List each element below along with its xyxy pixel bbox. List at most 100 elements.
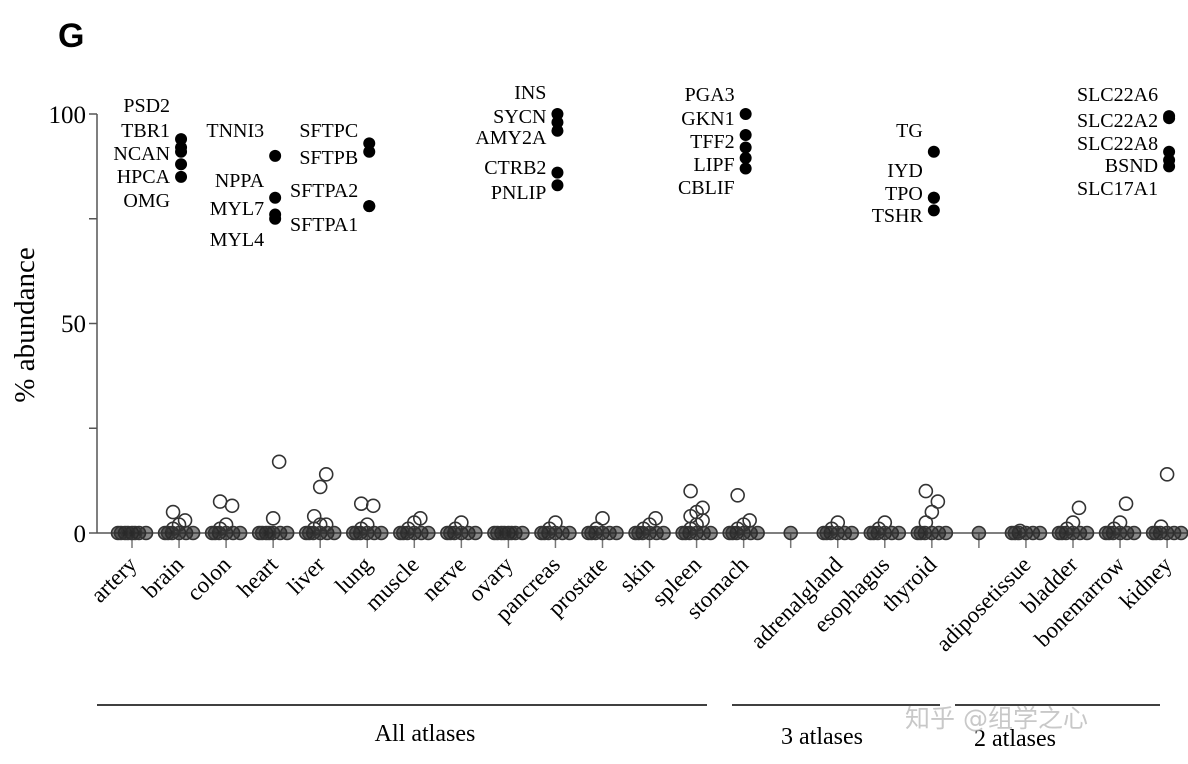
marker-point-brain [175, 158, 188, 171]
group-label: All atlases [375, 721, 476, 747]
marker-point-stomach [739, 108, 752, 120]
open-point [783, 525, 799, 541]
marker-point-brain [175, 170, 188, 183]
x-tick-label-kidney: kidney [1115, 552, 1177, 614]
gene-label: CTRB2 [484, 157, 546, 179]
marker-point-kidney [1163, 145, 1176, 158]
marker-point-pancreas [551, 108, 564, 120]
gene-label: TG [896, 120, 923, 142]
marker-point-stomach [739, 162, 752, 175]
open-point [1071, 500, 1087, 516]
open-point [1118, 496, 1134, 511]
open-point [648, 511, 663, 526]
x-tick-label-colon: colon [182, 552, 236, 606]
open-point [312, 479, 328, 495]
gene-label: SFTPA2 [290, 180, 358, 202]
open-point [318, 467, 334, 482]
open-point [326, 525, 342, 541]
gene-label: SLC17A1 [1077, 178, 1158, 200]
open-point [830, 515, 846, 530]
marker-point-kidney [1163, 160, 1176, 173]
gene-label: MYL4 [210, 229, 264, 251]
gene-label: SFTPC [299, 120, 358, 142]
marker-point-pancreas [551, 179, 564, 192]
gene-label: PNLIP [491, 182, 547, 204]
marker-point-thyroid [927, 191, 940, 204]
gene-label: HPCA [117, 166, 171, 188]
gene-label: SFTPA1 [290, 214, 358, 236]
open-point [185, 525, 201, 541]
open-point [750, 525, 765, 541]
open-point [971, 525, 987, 541]
open-point [353, 496, 369, 511]
gene-label: TPO [885, 183, 923, 205]
group-label: 2 atlases [974, 726, 1056, 752]
open-point [844, 525, 860, 541]
gene-label: INS [514, 82, 546, 104]
gene-label: AMY2A [475, 127, 547, 149]
x-tick-label-thyroid: thyroid [877, 552, 942, 617]
x-tick-label-brain: brain [137, 552, 188, 603]
open-point [1065, 515, 1081, 530]
marker-point-heart [269, 149, 282, 162]
gene-label: PSD2 [123, 95, 170, 117]
marker-point-brain [175, 133, 188, 146]
open-point [730, 487, 745, 503]
open-point [877, 515, 893, 530]
gene-label: SFTPB [299, 147, 358, 169]
open-point [1112, 515, 1128, 530]
group-label: 3 atlases [781, 724, 863, 750]
open-point [595, 511, 610, 526]
open-point [1153, 519, 1169, 535]
open-point [1126, 525, 1142, 541]
open-point [548, 515, 563, 530]
marker-point-thyroid [927, 204, 940, 217]
gene-label: SLC22A6 [1077, 84, 1158, 106]
open-point [562, 525, 577, 541]
watermark: 知乎 @组学之心 [905, 704, 1088, 733]
open-point [365, 498, 381, 514]
open-point [261, 525, 277, 541]
gene-label: SLC22A8 [1077, 133, 1158, 155]
open-point [1173, 525, 1188, 541]
marker-point-brain [175, 145, 188, 158]
x-tick-label-nerve: nerve [417, 552, 471, 606]
open-point [412, 511, 428, 526]
y-tick-label-0: 0 [74, 521, 87, 548]
open-point [918, 483, 934, 499]
marker-point-lung [363, 200, 376, 213]
marker-point-pancreas [551, 166, 564, 179]
open-point [127, 525, 143, 541]
open-point [218, 517, 234, 532]
open-point [1159, 467, 1175, 482]
open-point [359, 517, 375, 532]
marker-point-stomach [739, 151, 752, 164]
open-point [504, 525, 519, 541]
open-point [468, 525, 483, 541]
gene-label: TFF2 [690, 131, 734, 153]
marker-point-stomach [739, 141, 752, 154]
open-point [938, 525, 954, 541]
open-point [454, 515, 469, 530]
open-point [1079, 525, 1095, 541]
open-point [165, 504, 181, 520]
x-tick-label-artery: artery [86, 552, 142, 608]
marker-point-lung [363, 137, 376, 150]
gene-label: NPPA [215, 170, 265, 192]
gene-label: PGA3 [685, 84, 735, 106]
gene-label: BSND [1105, 155, 1158, 177]
gene-label: CBLIF [678, 177, 735, 199]
open-point [212, 494, 228, 509]
marker-point-kidney [1163, 112, 1176, 125]
marker-point-pancreas [551, 124, 564, 137]
panel-label: G [58, 17, 84, 55]
open-point [703, 525, 718, 541]
gene-label: SLC22A2 [1077, 110, 1158, 132]
y-axis-label: % abundance [9, 247, 41, 402]
open-point [265, 511, 281, 526]
open-point [656, 525, 671, 541]
open-point [695, 500, 710, 516]
gene-label: NCAN [113, 143, 170, 165]
gene-label: LIPF [694, 154, 735, 176]
